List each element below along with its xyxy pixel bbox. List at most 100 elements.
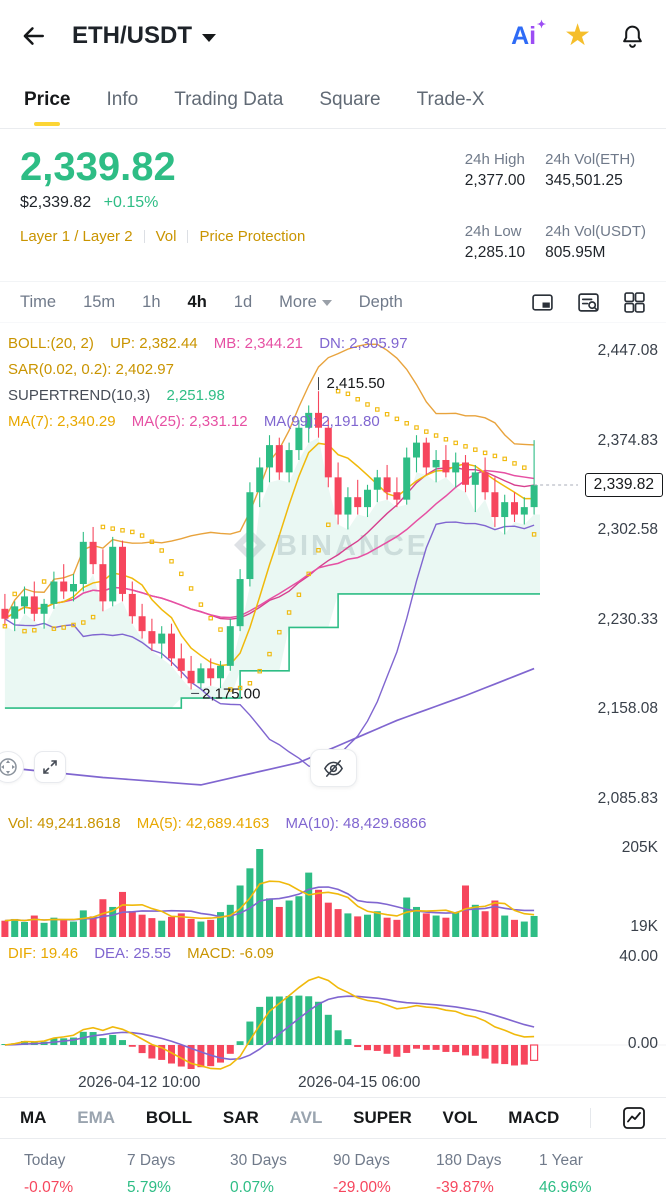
perf-value: -29.00% — [333, 1179, 391, 1196]
symbol-selector[interactable]: ETH/USDT — [72, 22, 216, 50]
indicator-sar[interactable]: SAR — [222, 1108, 259, 1127]
volume-pane: Vol: 49,241.8618 MA(5): 42,689.4163 MA(1… — [0, 815, 666, 945]
indicator-avl[interactable]: AVL — [289, 1108, 323, 1127]
fiat-price: $2,339.82 — [20, 194, 92, 211]
price-axis-label: 2,302.58 — [597, 521, 658, 538]
bell-icon — [623, 25, 642, 48]
pip-chart-icon[interactable] — [531, 291, 554, 314]
price-axis-label: 2,230.33 — [597, 611, 658, 628]
macd-value: MACD: -6.09 — [187, 945, 274, 962]
tf-1h[interactable]: 1h — [142, 292, 161, 311]
compass-icon — [0, 758, 17, 776]
back-button[interactable] — [20, 23, 46, 49]
layout-grid-icon[interactable] — [623, 291, 646, 314]
full-indicator-settings-button[interactable] — [622, 1106, 646, 1130]
tag-vol[interactable]: Vol — [155, 228, 177, 245]
last-price-tag: 2,339.82 — [584, 473, 663, 498]
tab-price[interactable]: Price — [24, 89, 71, 110]
perf-label: 7 Days — [127, 1152, 176, 1169]
time-axis-label: 2026-04-15 06:00 — [298, 1074, 421, 1091]
price-axis-label: 2,158.08 — [597, 700, 658, 717]
line-chart-icon — [622, 1107, 645, 1129]
divider — [187, 230, 189, 243]
header: ETH/USDT Ai ✦ ★ — [0, 0, 666, 72]
volume-legend: Vol: 49,241.8618 MA(5): 42,689.4163 MA(1… — [8, 815, 426, 832]
macd-chart[interactable] — [0, 967, 666, 1071]
svg-text:2,175.00: 2,175.00 — [202, 685, 260, 702]
performance-table: Today 7 Days 30 Days 90 Days 180 Days 1 … — [0, 1139, 666, 1197]
dif-value: DIF: 19.46 — [8, 945, 79, 962]
svg-text:2,415.50: 2,415.50 — [327, 375, 385, 392]
perf-value: 46.96% — [539, 1179, 592, 1196]
hide-indicators-button[interactable] — [310, 749, 357, 787]
stat-value: 805.95M — [545, 244, 606, 261]
stat-value: 2,377.00 — [464, 172, 526, 189]
indicator-ma[interactable]: MA — [20, 1108, 47, 1127]
indicator-macd[interactable]: MACD — [508, 1108, 560, 1127]
stat-value: 2,285.10 — [464, 244, 526, 261]
favorite-star-button[interactable]: ★ — [564, 19, 591, 52]
perf-label: 1 Year — [539, 1152, 583, 1169]
perf-label: Today — [24, 1152, 66, 1169]
divider — [590, 1108, 592, 1128]
perf-value: -0.07% — [24, 1179, 74, 1196]
last-price: 2,339.82 — [20, 145, 176, 189]
chevron-down-icon — [321, 300, 332, 306]
tab-trade-x[interactable]: Trade-X — [416, 89, 485, 110]
vol-ma5: MA(5): 42,689.4163 — [136, 815, 270, 832]
stat-label: 24h High — [464, 151, 525, 168]
price-axis-label: 2,085.83 — [597, 790, 658, 807]
perf-label: 90 Days — [333, 1152, 390, 1169]
tf-1d[interactable]: 1d — [233, 292, 253, 311]
stat-label: 24h Vol(USDT) — [545, 223, 646, 240]
dea-value: DEA: 25.55 — [94, 945, 171, 962]
timeframe-bar: Time 15m 1h 4h 1d More Depth — [0, 281, 666, 323]
ai-assistant-button[interactable]: Ai ✦ — [511, 18, 547, 50]
vol-ma10: MA(10): 48,429.6866 — [285, 815, 427, 832]
macd-axis-label: 0.00 — [627, 1035, 658, 1052]
indicator-ema[interactable]: EMA — [77, 1108, 116, 1127]
tf-15m[interactable]: 15m — [83, 292, 116, 311]
indicator-boll[interactable]: BOLL — [145, 1108, 193, 1127]
time-axis-label: 2026-04-12 10:00 — [78, 1074, 201, 1091]
notification-bell-button[interactable] — [619, 23, 646, 50]
perf-value: -39.87% — [436, 1179, 494, 1196]
tag-layer[interactable]: Layer 1 / Layer 2 — [20, 228, 133, 245]
expand-chart-button[interactable] — [34, 751, 66, 783]
macd-legend: DIF: 19.46 DEA: 25.55 MACD: -6.09 — [8, 945, 274, 962]
perf-value: 0.07% — [230, 1179, 274, 1196]
tag-price-protection[interactable]: Price Protection — [199, 228, 306, 245]
tab-info[interactable]: Info — [106, 89, 139, 110]
tab-trading-data[interactable]: Trading Data — [174, 89, 284, 110]
tf-4h[interactable]: 4h — [187, 292, 207, 311]
change-percent: +0.15% — [103, 194, 159, 211]
candlestick-chart[interactable]: BINANCE2,415.502,175.00 — [0, 323, 666, 815]
tab-square[interactable]: Square — [319, 89, 381, 110]
macd-pane: DIF: 19.46 DEA: 25.55 MACD: -6.09 40.00 … — [0, 945, 666, 1071]
vol-axis-label: 19K — [630, 918, 658, 935]
stat-label: 24h Vol(ETH) — [545, 151, 636, 168]
price-axis-label: 2,447.08 — [597, 342, 658, 359]
tf-more-dropdown[interactable]: More — [279, 293, 332, 312]
eye-off-icon — [323, 759, 344, 777]
indicator-toggle-bar: MA EMA BOLL SAR AVL SUPER VOL MACD — [0, 1097, 666, 1139]
tf-depth[interactable]: Depth — [358, 292, 403, 311]
pan-compass-button[interactable] — [0, 751, 24, 783]
perf-value: 5.79% — [127, 1179, 171, 1196]
tab-bar: Price Info Trading Data Square Trade-X — [0, 72, 666, 129]
indicator-vol[interactable]: VOL — [442, 1108, 478, 1127]
perf-label: 180 Days — [436, 1152, 502, 1169]
indicator-settings-icon[interactable] — [577, 291, 600, 314]
tf-time[interactable]: Time — [20, 292, 57, 311]
divider — [143, 230, 145, 243]
vol-value: Vol: 49,241.8618 — [8, 815, 121, 832]
ticker-panel: 2,339.82 $2,339.82 +0.15% Layer 1 / Laye… — [0, 129, 666, 281]
expand-icon — [43, 760, 57, 774]
volume-chart[interactable] — [0, 837, 666, 945]
price-chart-pane: BINANCE2,415.502,175.00 BOLL:(20, 2) UP:… — [0, 323, 666, 815]
time-axis: 2026-04-12 10:00 2026-04-15 06:00 — [0, 1071, 666, 1097]
24h-stats: 24h High 2,377.00 24h Vol(ETH) 345,501.2… — [465, 145, 646, 281]
stat-label: 24h Low — [464, 223, 522, 240]
indicator-super[interactable]: SUPER — [353, 1108, 412, 1127]
back-arrow-icon — [23, 27, 44, 45]
